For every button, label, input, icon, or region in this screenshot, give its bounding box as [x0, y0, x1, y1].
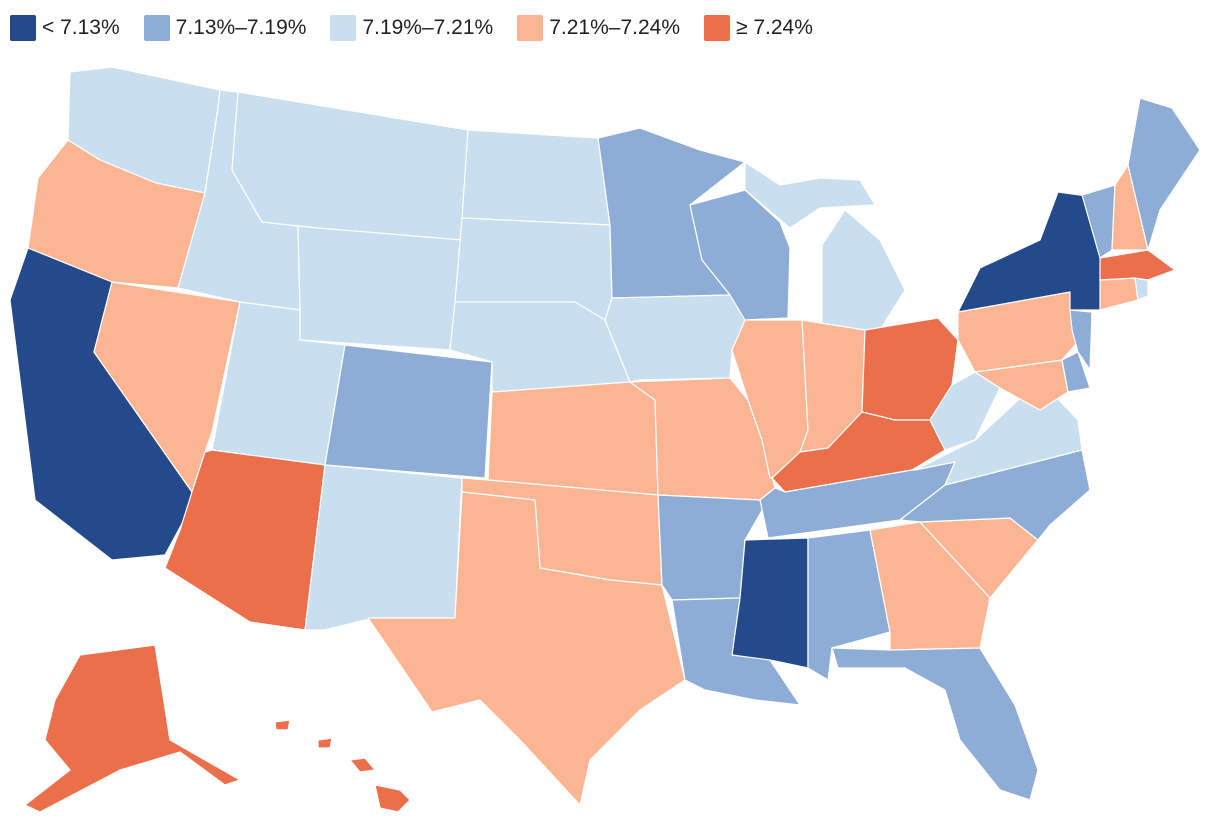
- state-MT[interactable]: [231, 91, 469, 241]
- legend-label: 7.13%–7.19%: [175, 16, 307, 39]
- legend-swatch: [143, 15, 170, 41]
- state-MS[interactable]: [731, 537, 809, 669]
- state-HI[interactable]: [374, 784, 411, 813]
- state-ND[interactable]: [461, 129, 611, 226]
- state-DE[interactable]: [1061, 351, 1091, 393]
- state-NC[interactable]: [899, 449, 1091, 541]
- legend-swatch: [704, 15, 730, 41]
- legend-item-3: 7.21%–7.24%: [517, 15, 680, 41]
- state-HI-2[interactable]: [349, 757, 376, 773]
- state-HI-3[interactable]: [317, 737, 333, 749]
- state-WY[interactable]: [297, 225, 463, 351]
- state-WI[interactable]: [689, 189, 791, 321]
- legend-item-1: 7.13%–7.19%: [143, 15, 307, 41]
- legend-label: ≥ 7.24%: [736, 16, 813, 39]
- legend-item-0: < 7.13%: [10, 15, 120, 41]
- legend-swatch: [517, 15, 544, 41]
- legend-swatch: [10, 15, 36, 41]
- state-KS[interactable]: [487, 381, 659, 496]
- state-NY[interactable]: [957, 191, 1103, 313]
- legend-item-2: 7.19%–7.21%: [330, 15, 493, 41]
- legend-label: 7.21%–7.24%: [549, 16, 680, 39]
- state-MI-upper[interactable]: [744, 161, 876, 229]
- state-ME[interactable]: [1127, 97, 1201, 251]
- legend-label: 7.19%–7.21%: [362, 16, 494, 39]
- state-IA[interactable]: [604, 294, 749, 383]
- legend-label: < 7.13%: [42, 16, 120, 39]
- legend-item-4: ≥ 7.24%: [704, 15, 813, 41]
- state-MA[interactable]: [1099, 249, 1176, 281]
- state-FL[interactable]: [831, 647, 1039, 801]
- legend-swatch: [330, 15, 357, 41]
- state-RI[interactable]: [1134, 277, 1149, 301]
- state-CO[interactable]: [324, 344, 493, 479]
- state-NJ[interactable]: [1069, 309, 1093, 371]
- state-MI[interactable]: [821, 209, 906, 331]
- state-TX[interactable]: [367, 491, 686, 806]
- state-AK[interactable]: [24, 644, 241, 813]
- state-CT[interactable]: [1099, 277, 1139, 311]
- state-NM[interactable]: [304, 464, 463, 631]
- state-HI-4[interactable]: [274, 719, 291, 731]
- legend: < 7.13% 7.13%–7.19% 7.19%–7.21% 7.21%–7.…: [10, 12, 837, 44]
